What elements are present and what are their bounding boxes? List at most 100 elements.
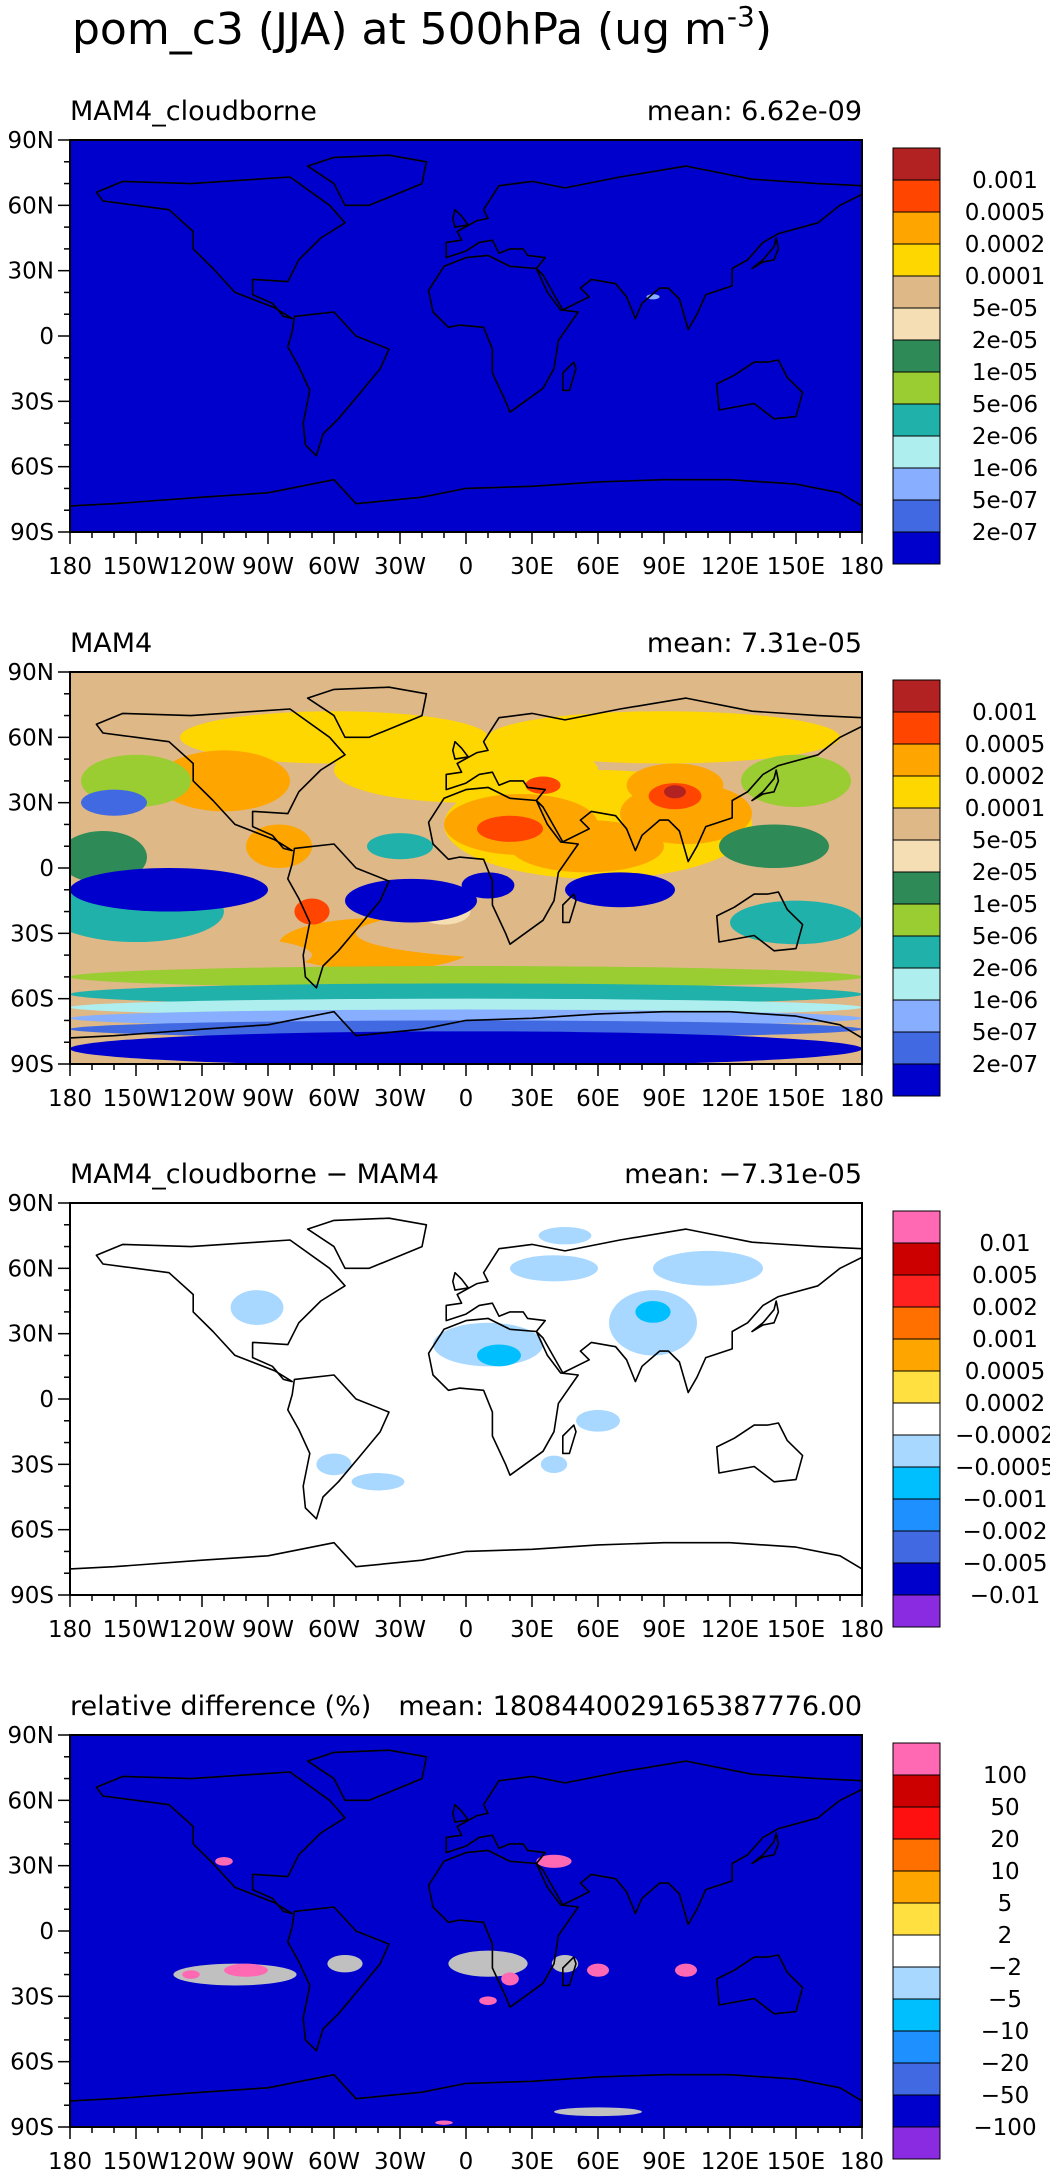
coastline-australia	[715, 1954, 804, 2015]
x-tick-label-30E: 30E	[510, 1617, 554, 1643]
x-tick-label-120E: 120E	[701, 1617, 759, 1643]
colorbar-swatch-4	[892, 775, 941, 809]
x-tick-label-150W: 150W	[103, 2149, 170, 2175]
x-tick-label-90E: 90E	[642, 1617, 686, 1643]
x-tick-label-120W: 120W	[169, 554, 236, 580]
field-patch-4-5	[554, 2107, 642, 2117]
colorbar-swatch-3	[892, 211, 941, 245]
coastline-north-america	[95, 708, 346, 852]
y-tick-label-0: 0	[39, 856, 54, 882]
title-close: )	[755, 4, 772, 55]
y-tick-label-30S: 30S	[10, 921, 54, 947]
x-tick-label-150E: 150E	[767, 1617, 825, 1643]
colorbar-swatch-3	[892, 1806, 941, 1840]
x-tick-label-60W: 60W	[308, 554, 360, 580]
colorbar-swatch-12	[892, 499, 941, 533]
coastline-madagascar	[561, 893, 577, 924]
field-patch-3-9	[477, 1344, 521, 1367]
coastline-north-america	[95, 1239, 346, 1383]
colorbar-swatch-3	[892, 1274, 941, 1308]
colorbar-swatch-13	[892, 1594, 941, 1628]
x-tick-label-180: 180	[48, 554, 92, 580]
colorbar-4: 100 50 20 10 5 2 −2 −5 −10 −20 −50 −100	[892, 1742, 1037, 2160]
x-tick-label-150W: 150W	[103, 1617, 170, 1643]
colorbar-label-3: 0.0002	[965, 232, 1045, 258]
colorbar-label-8: 5e-06	[972, 924, 1038, 950]
field-patch-1-1	[646, 294, 660, 300]
coastline-uk	[451, 1271, 470, 1291]
field-patch-3-4	[653, 1250, 763, 1286]
colorbar-label-9: −0.001	[962, 1487, 1047, 1513]
colorbar-label-1: 0.01	[979, 1231, 1030, 1257]
colorbar-label-2: 50	[990, 1795, 1019, 1821]
colorbar-swatch-10	[892, 2030, 941, 2064]
x-tick-label-60E: 60E	[576, 2149, 620, 2175]
field-patch-3-6	[576, 1409, 620, 1432]
field-patch-2-15	[477, 815, 543, 842]
colorbar-swatch-6	[892, 1902, 941, 1936]
panel-label-4: relative difference (%)	[70, 1691, 371, 1722]
map-panel-2: MAM4 mean: 7.31e-05 180 150W 120W 90W 60W 30W 0 3…	[8, 628, 1046, 1112]
y-tick-label-30N: 30N	[8, 1854, 54, 1880]
colorbar-swatch-12	[892, 1031, 941, 1065]
field-patch-3-7	[316, 1453, 352, 1476]
x-tick-label-90W: 90W	[242, 2149, 294, 2175]
colorbar-swatch-6	[892, 1370, 941, 1404]
x-tick-label-150E: 150E	[767, 1086, 825, 1112]
colorbar-label-8: −5	[988, 1987, 1022, 2013]
colorbar-swatch-4	[892, 1306, 941, 1340]
colorbar-label-5: 0.0005	[965, 1359, 1045, 1385]
x-tick-label-180: 180	[48, 2149, 92, 2175]
y-tick-label-60S: 60S	[10, 455, 54, 481]
field-patch-2-6	[158, 750, 290, 812]
colorbar-swatch-1	[892, 1742, 941, 1776]
x-tick-label-90E: 90E	[642, 2149, 686, 2175]
field-patch-2-28	[730, 900, 862, 945]
colorbar-swatch-10	[892, 967, 941, 1001]
colorbar-label-4: 0.0001	[965, 796, 1045, 822]
field-patch-4-10	[479, 1996, 497, 2006]
y-tick-label-30S: 30S	[10, 389, 54, 415]
coastline-madagascar	[561, 1956, 577, 1987]
y-tick-label-0: 0	[39, 1387, 54, 1413]
y-tick-label-30N: 30N	[8, 1322, 54, 1348]
colorbar-swatch-13	[892, 2126, 941, 2160]
coastline-eurasia	[445, 697, 862, 863]
colorbar-label-4: 0.001	[972, 1327, 1038, 1353]
main-title: pom_c3 (JJA) at 500hPa (ug m-3)	[0, 0, 1050, 70]
map-panel-1: MAM4_cloudborne mean: 6.62e-09 180 150W 120W…	[8, 96, 1046, 580]
x-tick-label-0: 0	[459, 2149, 474, 2175]
colorbar-swatch-11	[892, 999, 941, 1033]
colorbar-label-4: 10	[990, 1859, 1019, 1885]
map-panel-3: MAM4_cloudborne − MAM4 mean: −7.31e-05 180…	[8, 1159, 1050, 1643]
coastline-eurasia	[445, 165, 862, 331]
x-tick-label-90W: 90W	[242, 1617, 294, 1643]
colorbar-label-6: 2	[998, 1923, 1013, 1949]
colorbar-label-8: 5e-06	[972, 392, 1038, 418]
coastline-north-america	[95, 1771, 346, 1915]
x-tick-label-180: 180	[48, 1086, 92, 1112]
colorbar-label-7: 1e-05	[972, 360, 1038, 386]
coastline-greenland	[306, 686, 428, 739]
field-patch-4-9	[501, 1972, 519, 1986]
coastline-japan	[751, 1300, 780, 1333]
y-tick-label-30S: 30S	[10, 1452, 54, 1478]
x-tick-label-60W: 60W	[308, 1617, 360, 1643]
colorbar-label-3: 20	[990, 1827, 1019, 1853]
colorbar-label-2: 0.0005	[965, 732, 1045, 758]
colorbar-label-1: 0.001	[972, 168, 1038, 194]
field-patch-2-16	[294, 898, 330, 925]
colorbar-label-11: 5e-07	[972, 1020, 1038, 1046]
x-tick-label-180: 180	[48, 1617, 92, 1643]
x-tick-label-30E: 30E	[510, 554, 554, 580]
colorbar-label-3: 0.002	[972, 1295, 1038, 1321]
coastline-africa	[427, 1849, 580, 2008]
x-tick-label-30W: 30W	[374, 554, 426, 580]
colorbar-swatch-9	[892, 1998, 941, 2032]
colorbar-swatch-7	[892, 871, 941, 905]
field-patch-2-26	[719, 824, 829, 868]
y-tick-label-90N: 90N	[8, 128, 54, 154]
coastline-uk	[451, 1803, 470, 1823]
x-tick-label-150E: 150E	[767, 554, 825, 580]
x-tick-label-90E: 90E	[642, 1086, 686, 1112]
